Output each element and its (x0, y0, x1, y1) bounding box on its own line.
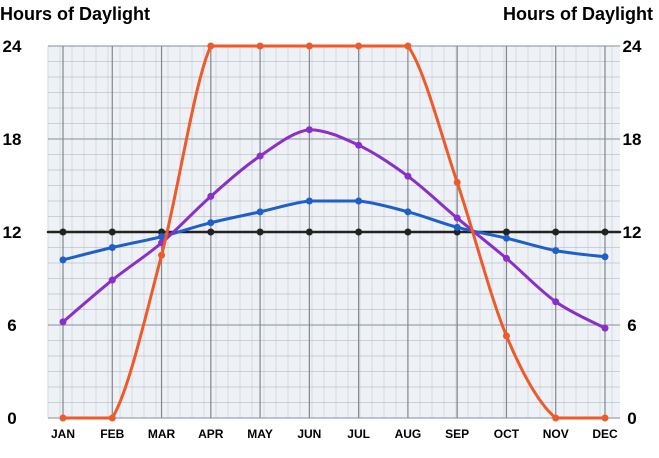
y-tick-label-left: 6 (7, 316, 16, 335)
x-tick-label: JAN (51, 427, 75, 441)
y-tick-label-left: 0 (7, 409, 16, 428)
series-point-3 (552, 228, 560, 236)
series-point-2 (207, 42, 215, 50)
y-tick-label-right: 18 (623, 130, 642, 149)
series-point-2 (552, 414, 560, 422)
series-point-1 (453, 214, 461, 222)
x-tick-label: MAY (247, 427, 273, 441)
series-point-3 (355, 228, 363, 236)
series-point-1 (601, 324, 609, 332)
series-point-1 (305, 126, 313, 134)
y-axis-right-title: Hours of Daylight (502, 4, 653, 24)
series-point-3 (59, 228, 67, 236)
series-point-2 (355, 42, 363, 50)
series-point-1 (256, 152, 264, 160)
series-point-0 (59, 256, 67, 264)
y-tick-label-right: 12 (623, 223, 642, 242)
series-point-0 (355, 197, 363, 205)
y-tick-label-right: 0 (627, 409, 636, 428)
series-point-0 (502, 234, 510, 242)
x-tick-label: JUL (347, 427, 370, 441)
y-tick-label-left: 18 (3, 130, 22, 149)
series-point-0 (256, 208, 264, 216)
series-point-1 (502, 254, 510, 262)
series-point-2 (305, 42, 313, 50)
series-point-0 (207, 219, 215, 227)
y-tick-label-right: 6 (627, 316, 636, 335)
series-point-3 (502, 228, 510, 236)
series-point-2 (108, 414, 116, 422)
series-point-2 (158, 251, 166, 259)
series-point-1 (552, 298, 560, 306)
series-point-3 (108, 228, 116, 236)
series-point-0 (601, 253, 609, 261)
series-point-2 (256, 42, 264, 50)
x-tick-label: JUN (297, 427, 321, 441)
series-point-3 (207, 228, 215, 236)
y-tick-label-right: 24 (623, 37, 642, 56)
series-point-1 (207, 192, 215, 200)
series-point-0 (305, 197, 313, 205)
y-tick-label-left: 24 (3, 37, 22, 56)
x-tick-label: AUG (395, 427, 422, 441)
series-point-3 (305, 228, 313, 236)
series-point-2 (59, 414, 67, 422)
x-tick-label: MAR (148, 427, 176, 441)
series-point-0 (158, 233, 166, 241)
series-point-1 (355, 141, 363, 149)
x-tick-label: NOV (543, 427, 569, 441)
x-tick-label: DEC (592, 427, 618, 441)
series-line-0 (61, 199, 607, 262)
series-point-3 (601, 228, 609, 236)
series-point-0 (404, 208, 412, 216)
series-point-2 (601, 414, 609, 422)
series-point-2 (404, 42, 412, 50)
series-point-1 (59, 318, 67, 326)
x-tick-label: APR (198, 427, 224, 441)
series-point-1 (404, 172, 412, 180)
series-point-3 (404, 228, 412, 236)
series-point-2 (453, 178, 461, 186)
series-point-0 (552, 247, 560, 255)
x-tick-label: SEP (445, 427, 469, 441)
series-point-0 (108, 244, 116, 251)
series-point-1 (108, 276, 116, 284)
series-point-0 (453, 223, 461, 231)
series-point-3 (256, 228, 264, 236)
y-tick-label-left: 12 (3, 223, 22, 242)
y-axis-left-title: Hours of Daylight (0, 4, 151, 24)
x-tick-label: FEB (100, 427, 124, 441)
x-tick-label: OCT (494, 427, 520, 441)
series-point-2 (502, 332, 510, 340)
series-line-1 (61, 128, 607, 330)
